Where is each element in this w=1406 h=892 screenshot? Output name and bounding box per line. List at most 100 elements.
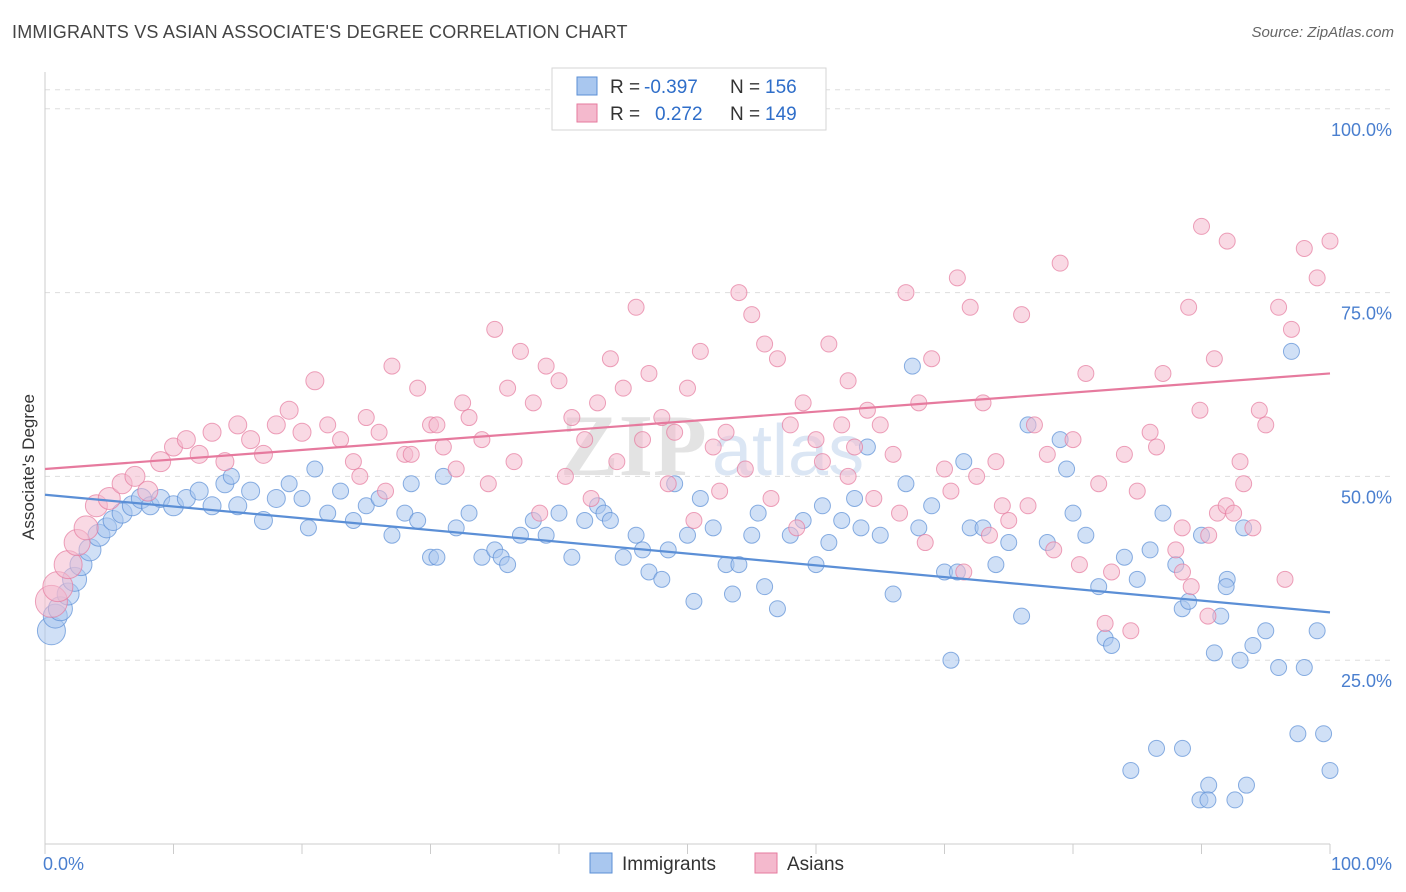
point-immigrants-123: [1295, 659, 1313, 677]
point-asians-104: [1191, 401, 1209, 419]
point-asians-147: [980, 526, 998, 544]
chart-title: IMMIGRANTS VS ASIAN ASSOCIATE'S DEGREE C…: [12, 22, 628, 42]
point-asians-88: [1154, 364, 1172, 382]
point-asians-22: [305, 371, 325, 391]
legend-r-value-1: 0.272: [655, 104, 703, 125]
point-asians-21: [292, 422, 312, 442]
point-asians-87: [1141, 423, 1159, 441]
point-asians-76: [1000, 511, 1018, 529]
point-immigrants-65: [691, 489, 709, 507]
point-asians-114: [1148, 438, 1166, 456]
point-asians-79: [1038, 445, 1056, 463]
point-asians-48: [640, 364, 658, 382]
legend-swatch-asians: [576, 103, 598, 123]
point-asians-120: [351, 467, 369, 485]
point-asians-125: [479, 475, 497, 493]
y-tick-label-1: 50.0%: [1341, 487, 1392, 507]
point-asians-30: [409, 379, 427, 397]
point-immigrants-28: [306, 460, 324, 478]
point-asians-33: [447, 460, 465, 478]
point-asians-134: [711, 482, 729, 500]
point-asians-45: [601, 350, 619, 368]
point-asians-14: [202, 422, 222, 442]
point-asians-47: [627, 298, 645, 316]
y-axis-label: Associate's Degree: [19, 394, 38, 540]
point-immigrants-108: [1128, 570, 1146, 588]
source-credit: Source: ZipAtlas.com: [1251, 24, 1394, 41]
point-immigrants-55: [601, 511, 619, 529]
point-immigrants-47: [511, 526, 529, 544]
point-immigrants-133: [1122, 761, 1140, 779]
legend-bottom-swatch-asians: [754, 852, 778, 874]
point-immigrants-70: [743, 526, 761, 544]
point-asians-116: [1199, 607, 1217, 625]
point-asians-42: [563, 409, 581, 427]
point-asians-105: [1200, 526, 1218, 544]
point-immigrants-42: [460, 504, 478, 522]
point-asians-15: [215, 452, 235, 472]
legend-r-label-1: R =: [610, 104, 640, 125]
point-asians-84: [1103, 563, 1121, 581]
legend-bottom: Immigrants Asians: [589, 852, 844, 875]
point-immigrants-90: [942, 651, 960, 669]
point-asians-143: [942, 482, 960, 500]
point-asians-110: [1045, 541, 1063, 559]
point-immigrants-102: [1064, 504, 1082, 522]
legend-n-value-0: 156: [765, 77, 797, 98]
point-immigrants-131: [1226, 791, 1244, 809]
point-asians-89: [1167, 541, 1185, 559]
legend-r-value-0: -0.397: [644, 77, 698, 98]
point-asians-78: [1025, 416, 1043, 434]
point-asians-63: [833, 416, 851, 434]
point-immigrants-50: [550, 504, 568, 522]
point-immigrants-79: [833, 511, 851, 529]
point-immigrants-36: [402, 475, 420, 493]
point-asians-35: [473, 431, 491, 449]
point-asians-103: [1182, 578, 1200, 596]
point-immigrants-107: [1115, 548, 1133, 566]
point-asians-117: [1225, 504, 1243, 522]
point-asians-93: [1218, 232, 1236, 250]
point-asians-28: [383, 357, 401, 375]
point-asians-95: [1244, 519, 1262, 537]
legend-swatch-immigrants: [576, 76, 598, 96]
point-asians-51: [679, 379, 696, 397]
series-asians-points: [34, 217, 1339, 640]
point-asians-26: [357, 409, 375, 427]
point-asians-70: [923, 350, 941, 368]
point-asians-73: [961, 298, 979, 316]
point-immigrants-46: [499, 556, 517, 574]
point-asians-100: [1308, 269, 1326, 287]
point-asians-118: [1250, 401, 1268, 419]
point-asians-108: [1235, 475, 1253, 493]
point-immigrants-84: [884, 585, 902, 603]
point-asians-128: [556, 467, 574, 485]
point-immigrants-87: [910, 519, 928, 537]
point-asians-145: [993, 497, 1011, 515]
point-asians-19: [266, 415, 286, 435]
point-asians-142: [916, 534, 934, 552]
point-immigrants-77: [813, 497, 831, 515]
point-immigrants-72: [756, 578, 774, 596]
point-asians-50: [666, 423, 684, 441]
y-tick-label-2: 75.0%: [1341, 304, 1392, 324]
point-immigrants-78: [820, 534, 838, 552]
point-asians-39: [524, 394, 542, 412]
point-immigrants-137: [1289, 725, 1307, 743]
point-asians-12: [176, 430, 196, 450]
point-immigrants-103: [1077, 526, 1095, 544]
point-immigrants-39: [428, 548, 446, 566]
point-immigrants-26: [293, 489, 311, 507]
point-immigrants-109: [1141, 541, 1159, 559]
point-asians-102: [1173, 563, 1191, 581]
point-immigrants-83: [871, 526, 889, 544]
point-asians-97: [1270, 298, 1288, 316]
point-asians-122: [402, 445, 420, 463]
legend-r-label-0: R =: [610, 77, 640, 98]
point-asians-58: [768, 350, 786, 368]
point-asians-17: [241, 430, 261, 450]
point-asians-137: [788, 519, 806, 537]
point-asians-99: [1295, 239, 1313, 257]
point-immigrants-95: [987, 556, 1005, 574]
point-immigrants-63: [679, 526, 696, 544]
